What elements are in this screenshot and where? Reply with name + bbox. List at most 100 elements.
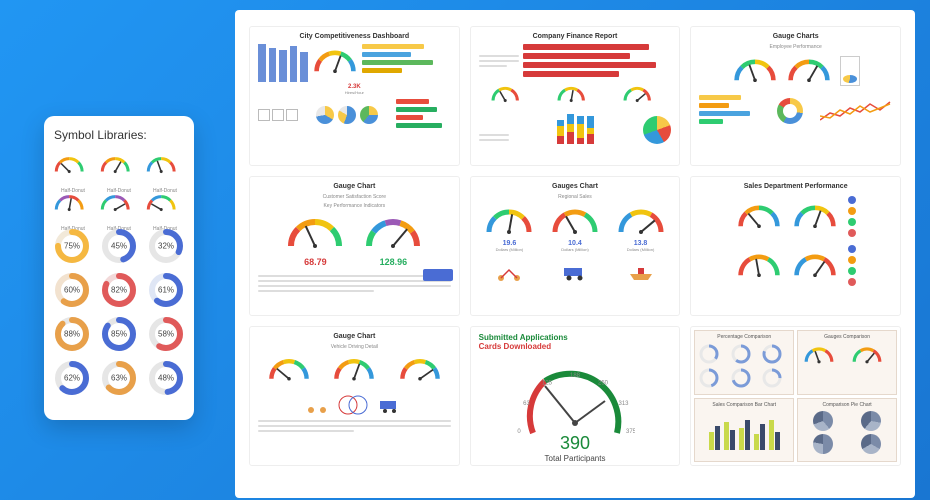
gauge-row: [479, 82, 672, 110]
quad-panel-pies: Comparison Pie Chart: [797, 398, 897, 463]
card-title: Gauges Chart: [479, 183, 672, 190]
gauge-symbol[interactable]: Half-Donut: [54, 190, 92, 220]
card-title: Gauge Chart: [258, 183, 451, 190]
scooter-icon: [494, 262, 524, 282]
text-block: [479, 55, 519, 70]
donut-symbol[interactable]: 88%: [54, 316, 90, 352]
panel-title: Gauges Comparison: [801, 334, 893, 340]
gauge-icon: [792, 248, 838, 284]
gauge-value: 68.79: [285, 257, 345, 267]
text-block: [258, 275, 451, 292]
text-block: [479, 134, 509, 144]
gauge-sublabel: Hires/Hour: [258, 90, 451, 95]
gauge-icon: [732, 53, 778, 89]
template-card-finance-report[interactable]: Company Finance Report: [470, 26, 681, 166]
scooter-icon: [305, 396, 329, 414]
gauge-icon: [285, 213, 345, 257]
card-title: Sales Department Performance: [699, 183, 892, 190]
donut-symbol[interactable]: 85%: [101, 316, 137, 352]
donut-symbol[interactable]: 63%: [101, 360, 137, 396]
truck-icon: [560, 262, 590, 282]
needle: [575, 401, 605, 423]
ship-icon: [626, 262, 656, 282]
pie-row: [316, 106, 378, 124]
panel-title: Percentage Comparison: [698, 334, 790, 340]
donut-symbol[interactable]: 32%: [148, 228, 184, 264]
svg-text:250: 250: [598, 381, 609, 387]
card-title: Gauge Chart: [258, 333, 451, 340]
monitor-icon: [840, 56, 860, 86]
stacked-bars: [557, 114, 594, 144]
gauge-symbol[interactable]: Half-Donut: [100, 190, 138, 220]
panel-title: Comparison Pie Chart: [801, 402, 893, 408]
symbol-libraries-panel: Symbol Libraries: Half-DonutHalf-DonutHa…: [44, 116, 194, 420]
template-card-sales-department[interactable]: Sales Department Performance: [690, 176, 901, 316]
donut-chart: [777, 98, 803, 124]
big-gauge-label: Total Participants: [479, 454, 672, 463]
gauge-symbol[interactable]: Half-Donut: [54, 152, 92, 182]
gauge-icon: [736, 248, 782, 284]
gauge-icon: [736, 199, 782, 235]
template-card-vehicle-driving[interactable]: Gauge Chart Vehicle Driving Detail: [249, 326, 460, 466]
quad-panel-bars: Sales Comparison Bar Chart: [694, 398, 794, 463]
gauge-icon: [363, 213, 423, 257]
donut-symbol[interactable]: 60%: [54, 272, 90, 308]
svg-text:125: 125: [542, 381, 553, 387]
icon-row: [479, 262, 672, 282]
legend: [848, 196, 856, 237]
donut-symbol[interactable]: 58%: [148, 316, 184, 352]
truck-icon: [377, 396, 403, 414]
donut-symbol[interactable]: 62%: [54, 360, 90, 396]
card-subtitle: Employee Performance: [699, 44, 892, 50]
donut-symbol[interactable]: 45%: [101, 228, 137, 264]
donut-symbol[interactable]: 61%: [148, 272, 184, 308]
line-chart: [820, 98, 892, 124]
template-card-employee-performance[interactable]: Gauge Charts Employee Performance: [690, 26, 901, 166]
label-downloaded: Cards Downloaded: [479, 342, 672, 351]
venn-row: [258, 394, 451, 416]
gauge-icon: [786, 53, 832, 89]
quad-panel-percentage: Percentage Comparison: [694, 330, 794, 395]
red-bars: [523, 44, 672, 80]
card-title: Company Finance Report: [479, 33, 672, 40]
gauge-symbol[interactable]: Half-Donut: [146, 190, 184, 220]
svg-text:375: 375: [626, 429, 635, 435]
card-subtitle: Regional Sales: [479, 194, 672, 200]
quad-panel-gauges: Gauges Comparison: [797, 330, 897, 395]
hbar-chart: [699, 95, 759, 127]
needle: [545, 386, 575, 423]
card-subtitle: Vehicle Driving Detail: [258, 344, 451, 350]
label-submitted: Submitted Applications: [479, 333, 672, 342]
donut-symbol[interactable]: 82%: [101, 272, 137, 308]
hbar-chart-2: [396, 99, 451, 131]
icon-row: [258, 109, 298, 121]
panel-title: Sales Comparison Bar Chart: [698, 402, 790, 408]
donut-symbol[interactable]: 75%: [54, 228, 90, 264]
template-card-regional-sales[interactable]: Gauges Chart Regional Sales 19.6Dollars …: [470, 176, 681, 316]
svg-text:313: 313: [618, 401, 629, 407]
card-title: City Competitiveness Dashboard: [258, 33, 451, 40]
template-card-customer-satisfaction[interactable]: Gauge Chart Customer Satisfaction Score …: [249, 176, 460, 316]
bar-chart: [258, 44, 308, 82]
svg-text:63: 63: [523, 401, 530, 407]
svg-text:188: 188: [570, 373, 581, 379]
gauge-icon: [792, 199, 838, 235]
donut-symbol[interactable]: 48%: [148, 360, 184, 396]
gauge-row: [258, 354, 451, 386]
card-subtitle: Customer Satisfaction Score: [258, 194, 451, 200]
big-gauge-value: 390: [479, 433, 672, 454]
svg-text:0: 0: [517, 429, 521, 435]
gauge-symbol[interactable]: Half-Donut: [146, 152, 184, 182]
text-block: [258, 420, 451, 432]
template-card-comparison-quad[interactable]: Percentage Comparison Gauges Comparison …: [690, 326, 901, 466]
template-gallery: City Competitiveness Dashboard 2.3K Hire…: [235, 10, 915, 498]
card-title: Gauge Charts: [699, 33, 892, 40]
hbar-chart: [362, 44, 451, 76]
legend: [848, 245, 856, 286]
template-card-city-competitiveness[interactable]: City Competitiveness Dashboard 2.3K Hire…: [249, 26, 460, 166]
gauge-row: 19.6Dollars (Million)10.4Dollars (Millio…: [479, 204, 672, 252]
gauge-symbol[interactable]: Half-Donut: [100, 152, 138, 182]
pie-chart: [643, 116, 671, 144]
template-card-participants-gauge[interactable]: Submitted Applications Cards Downloaded …: [470, 326, 681, 466]
venn-icon: [335, 394, 371, 416]
